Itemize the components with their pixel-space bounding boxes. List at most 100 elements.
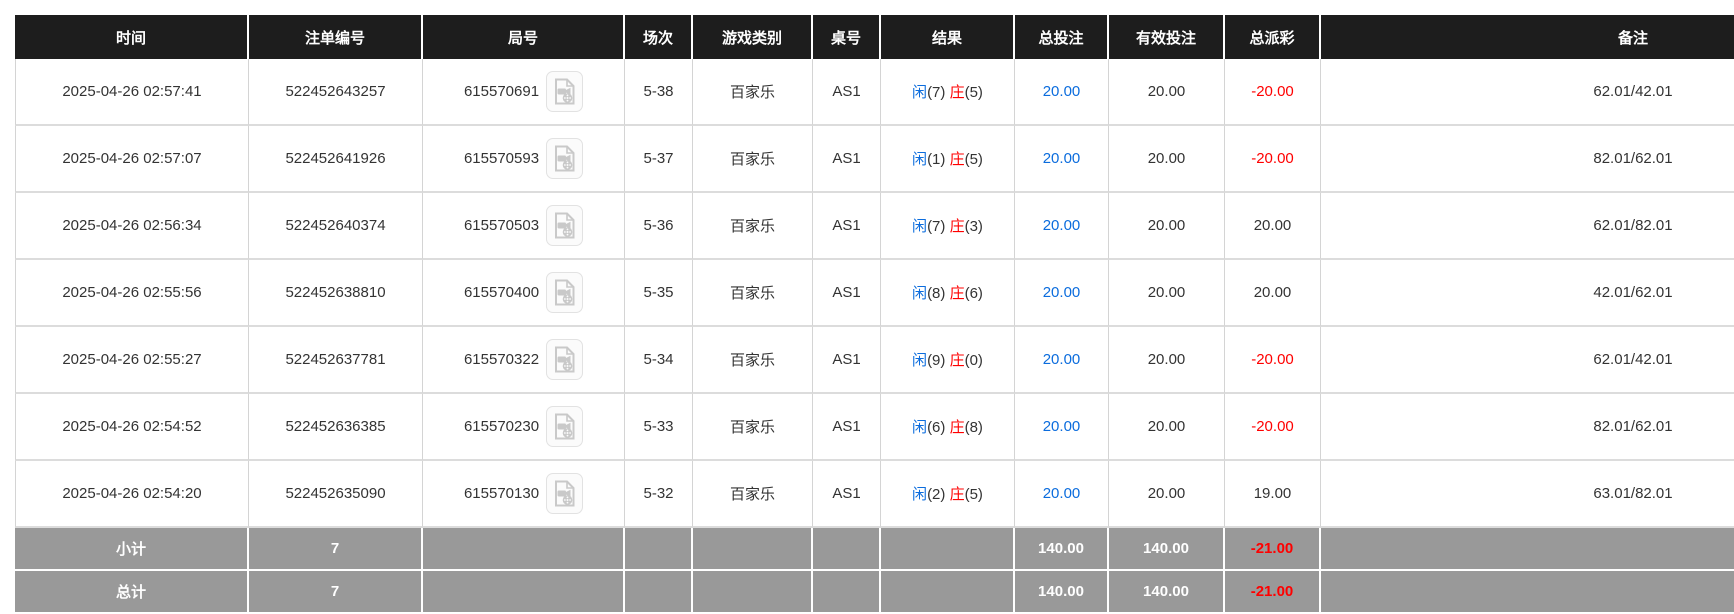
video-replay-icon [555, 279, 575, 306]
result-banker-score: (3) [964, 218, 983, 235]
session-cell: 5-34 [625, 327, 693, 394]
summary-empty-game-type-cell [693, 571, 813, 614]
summary-empty-table-no-cell [813, 571, 881, 614]
session-cell: 5-32 [625, 461, 693, 528]
video-replay-icon [555, 413, 575, 440]
bet-id-cell: 522452635090 [249, 461, 423, 528]
result-banker-label: 庄 [949, 84, 965, 101]
table-no-cell: AS1 [813, 260, 881, 327]
round-id-value: 615570322 [463, 351, 540, 368]
round-id-cell: 615570503 [423, 193, 625, 260]
total-bet-cell: 20.00 [1015, 394, 1109, 461]
result-player-score: (7) [927, 84, 946, 101]
result-player-label: 闲 [912, 419, 928, 436]
table-row: 2025-04-26 02:54:20 522452635090 6155701… [15, 461, 1734, 528]
game-type-cell: 百家乐 [693, 59, 813, 126]
remark-cell: 62.01/82.01 [1321, 193, 1734, 260]
result-banker-score: (6) [964, 285, 983, 302]
result-banker-score: (8) [964, 419, 983, 436]
video-replay-button[interactable] [546, 205, 584, 246]
payout-cell: 19.00 [1225, 461, 1321, 528]
bet-id-cell: 522452643257 [249, 59, 423, 126]
video-replay-icon [555, 212, 575, 239]
summary-payout-cell: -21.00 [1225, 528, 1321, 571]
summary-row: 小计 7 140.00 140.00 -21.00 [15, 528, 1734, 571]
result-cell: 闲(2) 庄(5) [881, 461, 1015, 528]
result-banker-score: (5) [964, 151, 983, 168]
video-replay-button[interactable] [546, 138, 584, 179]
game-type-cell: 百家乐 [693, 193, 813, 260]
game-type-cell: 百家乐 [693, 461, 813, 528]
table-no-cell: AS1 [813, 126, 881, 193]
summary-valid-bet-cell: 140.00 [1109, 571, 1225, 614]
summary-empty-session-cell [625, 528, 693, 571]
round-id-value: 615570130 [463, 485, 540, 502]
round-id-cell: 615570593 [423, 126, 625, 193]
round-id-cell: 615570691 [423, 59, 625, 126]
video-replay-icon [555, 78, 575, 105]
remark-cell: 62.01/42.01 [1321, 327, 1734, 394]
payout-cell: 20.00 [1225, 193, 1321, 260]
time-cell: 2025-04-26 02:57:41 [15, 59, 249, 126]
result-banker-score: (5) [964, 486, 983, 503]
result-banker-label: 庄 [949, 352, 965, 369]
game-type-cell: 百家乐 [693, 126, 813, 193]
time-cell: 2025-04-26 02:54:20 [15, 461, 249, 528]
column-header-payout: 总派彩 [1225, 15, 1321, 59]
summary-total-bet-cell: 140.00 [1015, 571, 1109, 614]
table-no-cell: AS1 [813, 394, 881, 461]
summary-remark-cell [1321, 571, 1734, 614]
payout-cell: -20.00 [1225, 327, 1321, 394]
summary-label-cell: 小计 [15, 528, 249, 571]
result-player-score: (6) [927, 419, 946, 436]
result-cell: 闲(7) 庄(5) [881, 59, 1015, 126]
payout-cell: 20.00 [1225, 260, 1321, 327]
result-cell: 闲(7) 庄(3) [881, 193, 1015, 260]
summary-empty-session-cell [625, 571, 693, 614]
column-header-bet-id: 注单编号 [249, 15, 423, 59]
table-header-row: 时间 注单编号 局号 场次 游戏类别 桌号 结果 总投注 有效投注 总派彩 备注 [15, 15, 1734, 59]
table-row: 2025-04-26 02:55:27 522452637781 6155703… [15, 327, 1734, 394]
table-header: 时间 注单编号 局号 场次 游戏类别 桌号 结果 总投注 有效投注 总派彩 备注 [15, 15, 1734, 59]
round-id-value: 615570400 [463, 284, 540, 301]
remark-cell: 42.01/62.01 [1321, 260, 1734, 327]
summary-empty-result-cell [881, 528, 1015, 571]
table-row: 2025-04-26 02:56:34 522452640374 6155705… [15, 193, 1734, 260]
valid-bet-cell: 20.00 [1109, 461, 1225, 528]
table-row: 2025-04-26 02:57:07 522452641926 6155705… [15, 126, 1734, 193]
result-player-score: (2) [927, 486, 946, 503]
result-cell: 闲(1) 庄(5) [881, 126, 1015, 193]
column-header-session: 场次 [625, 15, 693, 59]
table-row: 2025-04-26 02:57:41 522452643257 6155706… [15, 59, 1734, 126]
video-replay-button[interactable] [546, 473, 584, 514]
round-id-value: 615570691 [463, 83, 540, 100]
video-replay-button[interactable] [546, 71, 584, 112]
game-type-cell: 百家乐 [693, 394, 813, 461]
session-cell: 5-33 [625, 394, 693, 461]
result-banker-score: (5) [964, 84, 983, 101]
valid-bet-cell: 20.00 [1109, 59, 1225, 126]
result-player-score: (9) [927, 352, 946, 369]
summary-label-cell: 总计 [15, 571, 249, 614]
round-id-value: 615570593 [463, 150, 540, 167]
round-id-cell: 615570400 [423, 260, 625, 327]
video-replay-button[interactable] [546, 339, 584, 380]
remark-cell: 63.01/82.01 [1321, 461, 1734, 528]
result-cell: 闲(8) 庄(6) [881, 260, 1015, 327]
column-header-round-id: 局号 [423, 15, 625, 59]
video-replay-icon [555, 145, 575, 172]
table-row: 2025-04-26 02:54:52 522452636385 6155702… [15, 394, 1734, 461]
bet-id-cell: 522452637781 [249, 327, 423, 394]
session-cell: 5-36 [625, 193, 693, 260]
total-bet-cell: 20.00 [1015, 260, 1109, 327]
valid-bet-cell: 20.00 [1109, 394, 1225, 461]
video-replay-button[interactable] [546, 272, 584, 313]
summary-count-cell: 7 [249, 528, 423, 571]
result-player-label: 闲 [912, 218, 928, 235]
video-replay-button[interactable] [546, 406, 584, 447]
total-bet-cell: 20.00 [1015, 59, 1109, 126]
result-banker-label: 庄 [949, 419, 965, 436]
table-no-cell: AS1 [813, 327, 881, 394]
table-no-cell: AS1 [813, 193, 881, 260]
